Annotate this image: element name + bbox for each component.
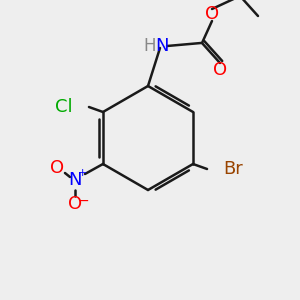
Text: N: N [68,171,82,189]
Text: N: N [155,37,169,55]
Text: O: O [68,195,82,213]
Text: −: − [77,194,89,208]
Text: Cl: Cl [55,98,73,116]
Text: O: O [50,159,64,177]
Text: O: O [213,61,227,79]
Text: Br: Br [223,160,243,178]
Text: O: O [205,5,219,23]
Text: +: + [78,168,88,178]
Text: H: H [144,37,156,55]
